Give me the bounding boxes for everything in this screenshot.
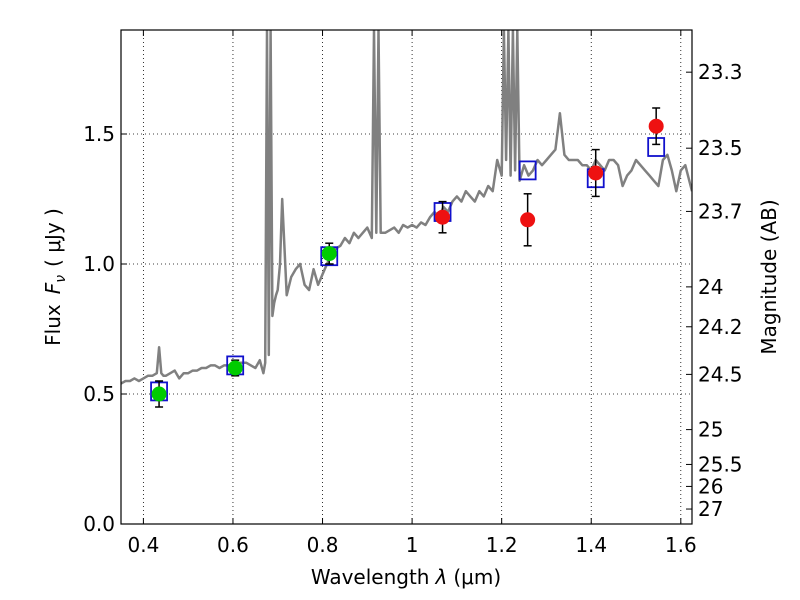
x-tick-label: 1.2 [486, 533, 518, 557]
right-tick-label: 27 [698, 497, 723, 521]
observed-point [520, 212, 536, 228]
observed-point [588, 165, 604, 181]
y-tick-label: 1.5 [83, 122, 115, 146]
right-tick-label: 25 [698, 418, 723, 442]
right-tick-label: 24.5 [698, 362, 743, 386]
y-tick-label: 1.0 [83, 252, 115, 276]
observed-point [151, 386, 167, 402]
y-tick-label: 0.5 [83, 382, 115, 406]
plot-frame [120, 29, 693, 525]
observed-point [227, 360, 243, 376]
x-tick-label: 0.4 [127, 533, 159, 557]
right-tick-label: 23.5 [698, 136, 743, 160]
right-axis-label: Magnitude (AB) [757, 199, 781, 354]
x-axis-label: Wavelength λ (μm) [311, 565, 501, 589]
right-tick-label: 24.2 [698, 315, 743, 339]
axis-ticks: 0.4 0.6 0.8 1 1.2 1.4 1.6 0.0 0.5 1.0 1.5 23.3 23.5 2… [83, 30, 743, 557]
right-tick-label: 23.7 [698, 199, 743, 223]
grid [121, 30, 692, 524]
right-tick-label: 25.5 [698, 452, 743, 476]
x-tick-label: 1.6 [665, 533, 697, 557]
x-tick-label: 0.6 [217, 533, 249, 557]
y-axis-label: FluxFν( μJy ) [41, 208, 69, 346]
observed-point [435, 209, 451, 225]
observed-point [321, 246, 337, 262]
x-tick-label: 1.4 [575, 533, 607, 557]
spectrum-line [121, 30, 692, 385]
y-tick-label: 0.0 [83, 512, 115, 536]
spectrum-series [121, 30, 692, 385]
model-point [518, 160, 537, 181]
right-tick-label: 26 [698, 474, 723, 498]
right-tick-label: 23.3 [698, 60, 743, 84]
x-tick-label: 1 [406, 533, 419, 557]
observed-point [648, 118, 664, 134]
right-tick-label: 24 [698, 275, 723, 299]
photometry-points [150, 107, 666, 408]
x-tick-label: 0.8 [307, 533, 339, 557]
